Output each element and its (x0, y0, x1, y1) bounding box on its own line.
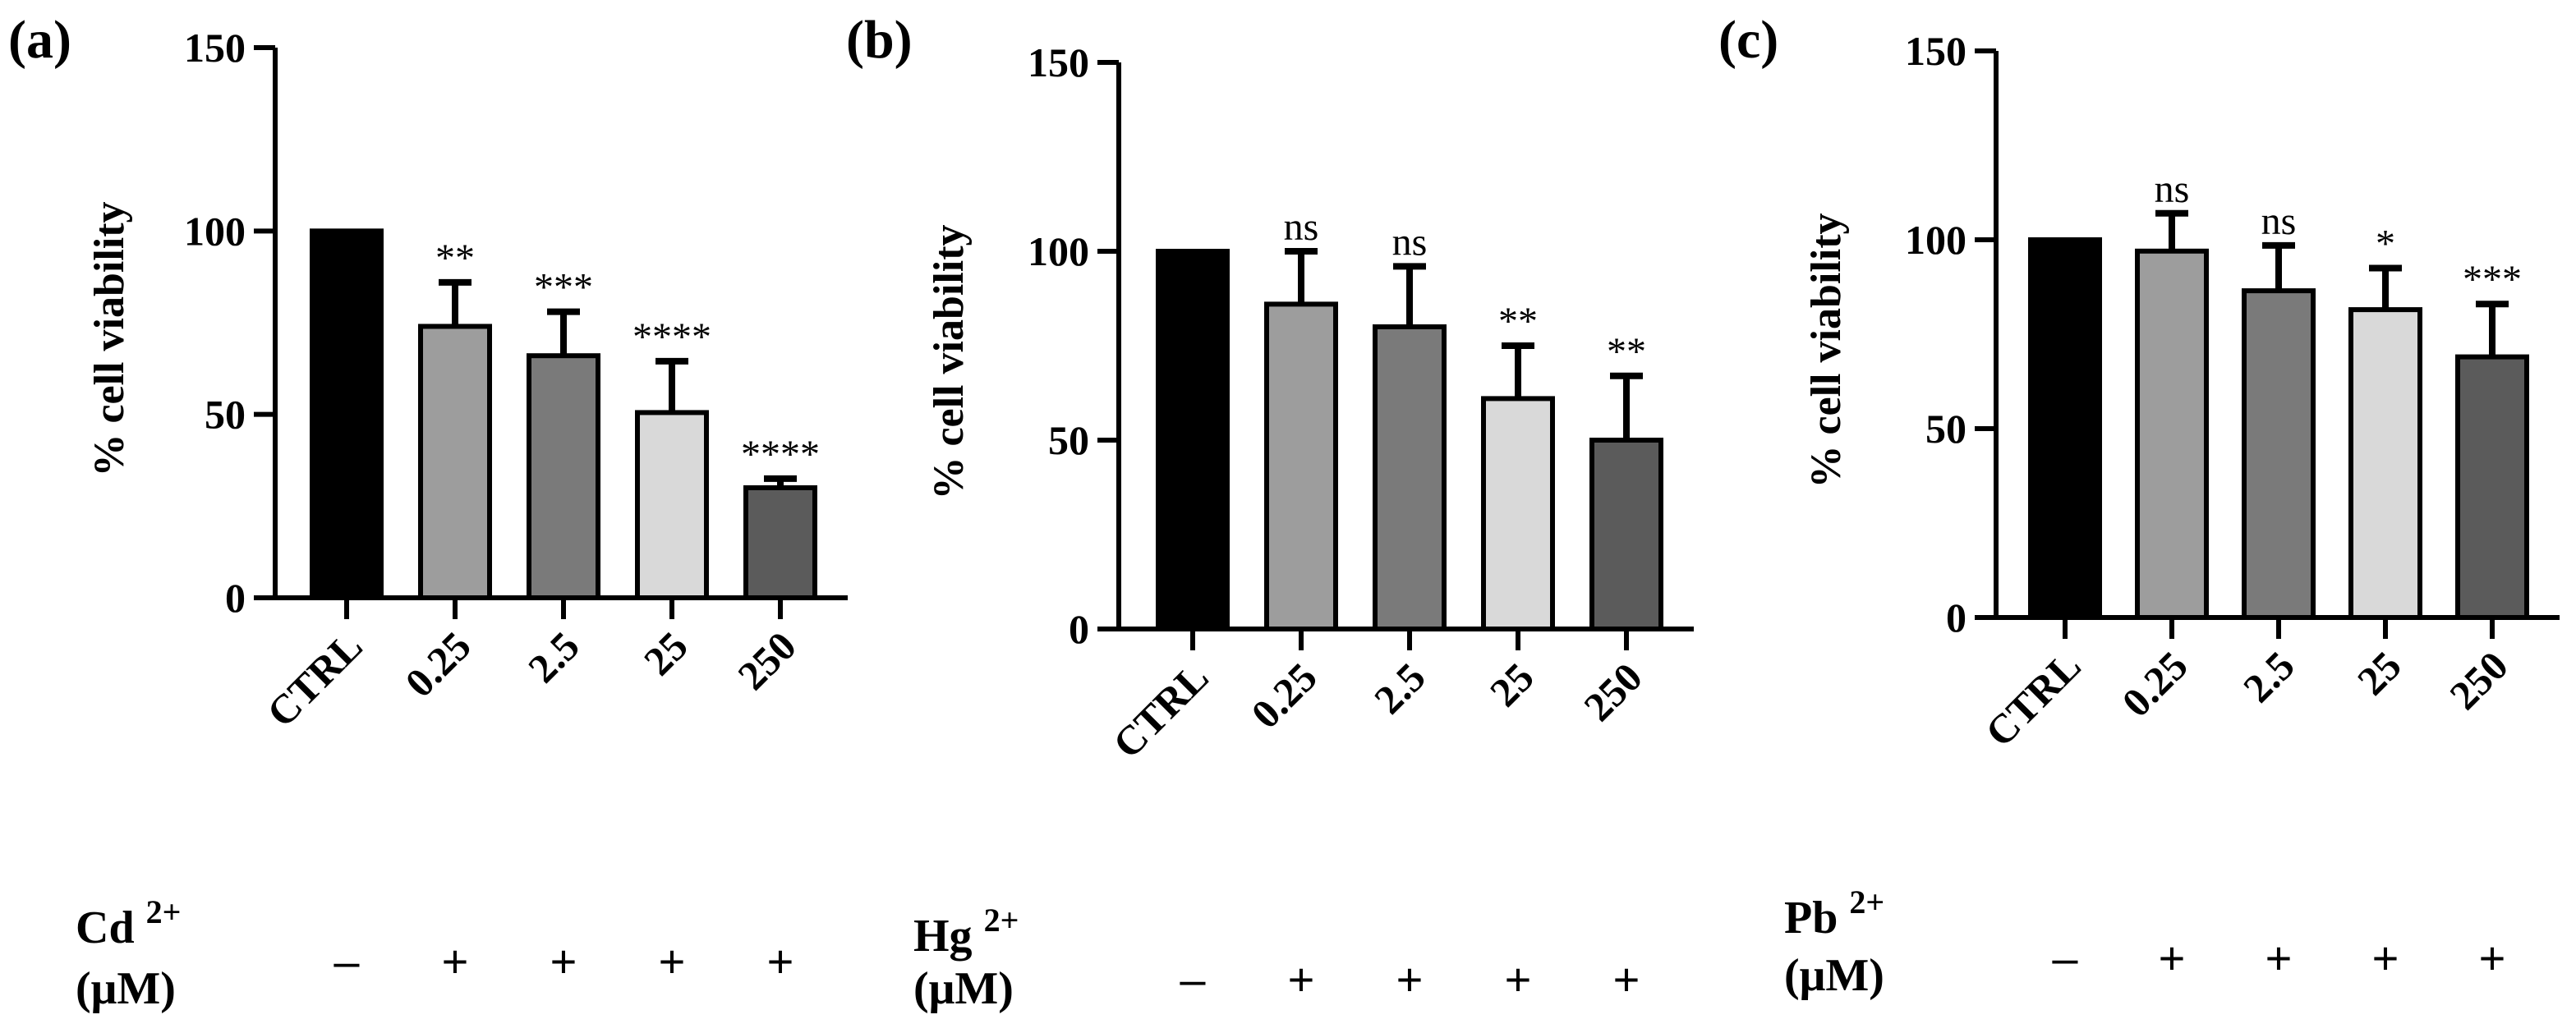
y-tick-label: 150 (1905, 28, 1966, 74)
y-tick-label: 100 (1028, 228, 1089, 274)
x-tick-label: CTRL (1976, 642, 2090, 755)
y-tick-label: 150 (184, 25, 246, 71)
treatment-sign: + (2266, 932, 2293, 984)
significance-label: ** (1498, 300, 1538, 343)
treatment-sign: + (1613, 953, 1640, 1005)
x-tick-label: 0.25 (2113, 642, 2196, 725)
x-tick-label: 25 (2348, 642, 2410, 704)
panel-label: (c) (1718, 10, 1778, 70)
bar-2.5 (1373, 324, 1447, 631)
ion-unit: (μM) (76, 963, 176, 1014)
significance-label: ns (1284, 205, 1319, 249)
ion-label: Pb 2+ (1784, 884, 1884, 943)
y-tick-label: 0 (225, 575, 246, 621)
y-tick-label: 100 (1905, 217, 1966, 263)
significance-label: **** (632, 315, 711, 359)
x-tick-label: 0.25 (1242, 654, 1325, 737)
significance-label: ns (2155, 168, 2190, 211)
y-tick-label: 50 (1048, 417, 1089, 463)
x-tick-label: 250 (2440, 642, 2517, 719)
treatment-sign: + (767, 935, 794, 987)
ion-label: Cd 2+ (76, 893, 181, 953)
y-tick-label: 0 (1946, 595, 1966, 640)
y-axis-label: % cell viability (926, 224, 973, 499)
bar-CTRL (1156, 249, 1230, 631)
y-tick-label: 100 (184, 208, 246, 254)
significance-label: ns (2261, 200, 2297, 243)
treatment-sign: + (1396, 953, 1424, 1005)
ion-charge: 2+ (146, 893, 182, 930)
x-tick-label: 25 (635, 622, 697, 684)
treatment-sign: – (2052, 932, 2078, 984)
y-tick-label: 150 (1028, 39, 1089, 85)
bar-25 (635, 410, 709, 600)
x-tick-label: 250 (729, 622, 805, 699)
ion-charge: 2+ (984, 902, 1019, 939)
treatment-sign: + (2372, 932, 2399, 984)
treatment-sign: + (2159, 932, 2186, 984)
x-tick-label: CTRL (1104, 654, 1217, 767)
ion-label: Hg 2+ (913, 902, 1019, 962)
significance-label: ns (1392, 220, 1428, 264)
significance-label: * (2376, 223, 2395, 266)
ion-charge: 2+ (1849, 884, 1884, 921)
x-tick-label: CTRL (258, 622, 371, 736)
treatment-sign: – (1180, 953, 1206, 1005)
bar-0.25 (418, 324, 492, 600)
panel-label: (a) (8, 10, 71, 70)
bar-25 (1481, 396, 1555, 631)
panel-1: (a) 0 50 100 150 % cell viability CTRL – ** 0.25 +… (8, 10, 848, 1014)
bar-250 (743, 485, 817, 600)
bar-250 (2455, 354, 2529, 620)
panel-3: (c) 0 50 100 150 % cell viability CTRL – ns 0.25 +… (1718, 10, 2560, 1001)
bar-0.25 (1264, 301, 1338, 631)
x-tick-label: 250 (1575, 654, 1651, 730)
x-tick-label: 2.5 (519, 622, 588, 691)
bar-250 (1589, 438, 1663, 631)
x-tick-label: 25 (1481, 654, 1543, 715)
y-tick-label: 50 (205, 392, 246, 438)
treatment-sign: + (2479, 932, 2506, 984)
treatment-sign: + (550, 935, 577, 987)
ion-unit: (μM) (913, 963, 1014, 1014)
ion-unit: (μM) (1784, 950, 1884, 1001)
x-tick-label: 2.5 (2234, 642, 2303, 711)
bar-2.5 (527, 353, 600, 600)
bar-25 (2348, 307, 2422, 620)
significance-label: *** (534, 266, 593, 310)
treatment-sign: + (1288, 953, 1315, 1005)
significance-label: ** (435, 236, 475, 280)
panel-2: (b) 0 50 100 150 % cell viability CTRL – ns 0.25 +… (846, 10, 1694, 1014)
x-tick-label: 0.25 (396, 622, 479, 705)
y-tick-label: 50 (1925, 406, 1966, 452)
panel-label: (b) (846, 10, 913, 70)
bar-CTRL (2028, 237, 2102, 620)
treatment-sign: + (1505, 953, 1532, 1005)
treatment-sign: + (442, 935, 469, 987)
bar-CTRL (310, 228, 384, 600)
x-tick-label: 2.5 (1365, 654, 1434, 723)
significance-label: ** (1607, 330, 1646, 374)
y-tick-label: 0 (1069, 606, 1089, 652)
treatment-sign: – (334, 935, 360, 987)
y-axis-label: % cell viability (86, 201, 133, 476)
bar-0.25 (2135, 248, 2209, 620)
significance-label: *** (2463, 258, 2522, 301)
bar-2.5 (2242, 288, 2316, 620)
treatment-sign: + (659, 935, 686, 987)
significance-label: **** (741, 433, 820, 476)
y-axis-label: % cell viability (1803, 213, 1850, 488)
